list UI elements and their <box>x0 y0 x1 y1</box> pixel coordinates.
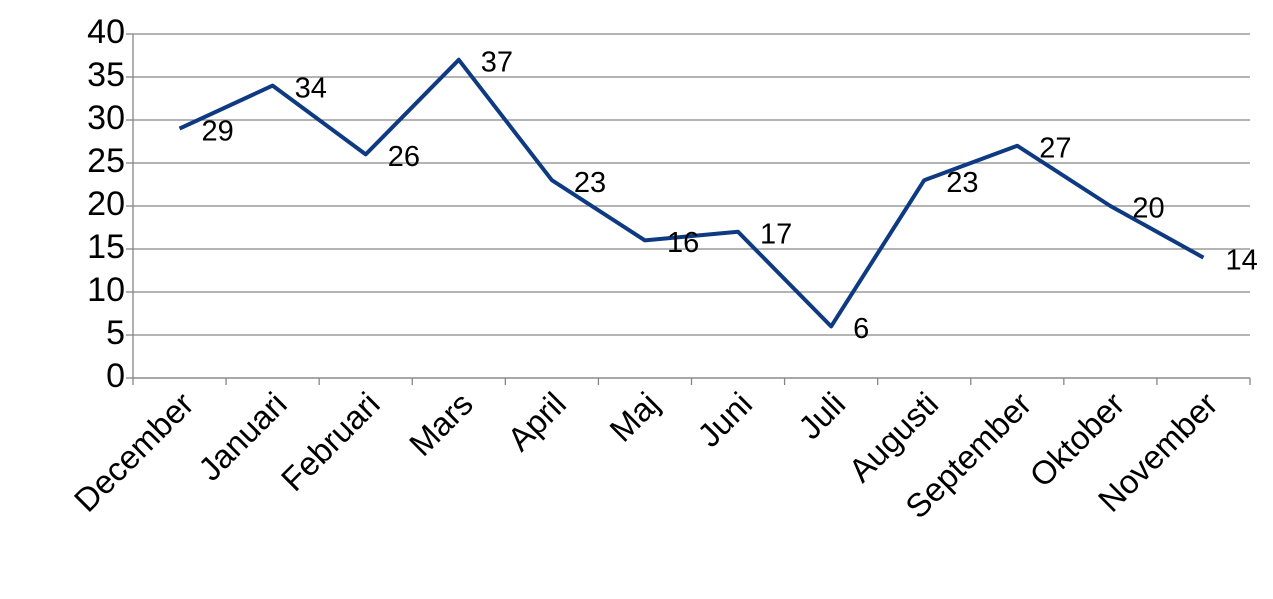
data-label: 6 <box>853 313 869 345</box>
data-line <box>178 57 1205 329</box>
y-tick-label: 25 <box>87 142 125 180</box>
data-label: 23 <box>574 167 606 199</box>
data-label: 23 <box>946 167 978 199</box>
data-label: 26 <box>388 141 420 173</box>
x-tick-label: Juli <box>791 385 852 446</box>
y-tick-label: 35 <box>87 56 125 94</box>
data-label: 29 <box>202 115 234 147</box>
data-label: 14 <box>1225 244 1257 276</box>
y-tick-label: 20 <box>87 185 125 223</box>
x-tick-label: Maj <box>602 385 666 449</box>
data-label: 16 <box>667 227 699 259</box>
y-tick-label: 10 <box>87 271 125 309</box>
data-label: 20 <box>1132 193 1164 225</box>
y-tick-label: 0 <box>106 357 125 395</box>
y-tick-label: 30 <box>87 99 125 137</box>
x-tick-label: December <box>67 385 201 519</box>
data-label: 37 <box>481 46 513 78</box>
data-label: 17 <box>760 218 792 250</box>
data-label: 27 <box>1039 132 1071 164</box>
x-tick-label: April <box>500 385 573 458</box>
data-label: 34 <box>295 72 327 104</box>
x-tick-label: Mars <box>402 385 480 463</box>
x-tick-label: Februari <box>274 385 387 498</box>
y-tick-label: 5 <box>106 314 125 352</box>
y-tick-label: 15 <box>87 228 125 266</box>
x-tick-label: Juni <box>690 385 759 454</box>
y-tick-label: 40 <box>87 13 125 51</box>
